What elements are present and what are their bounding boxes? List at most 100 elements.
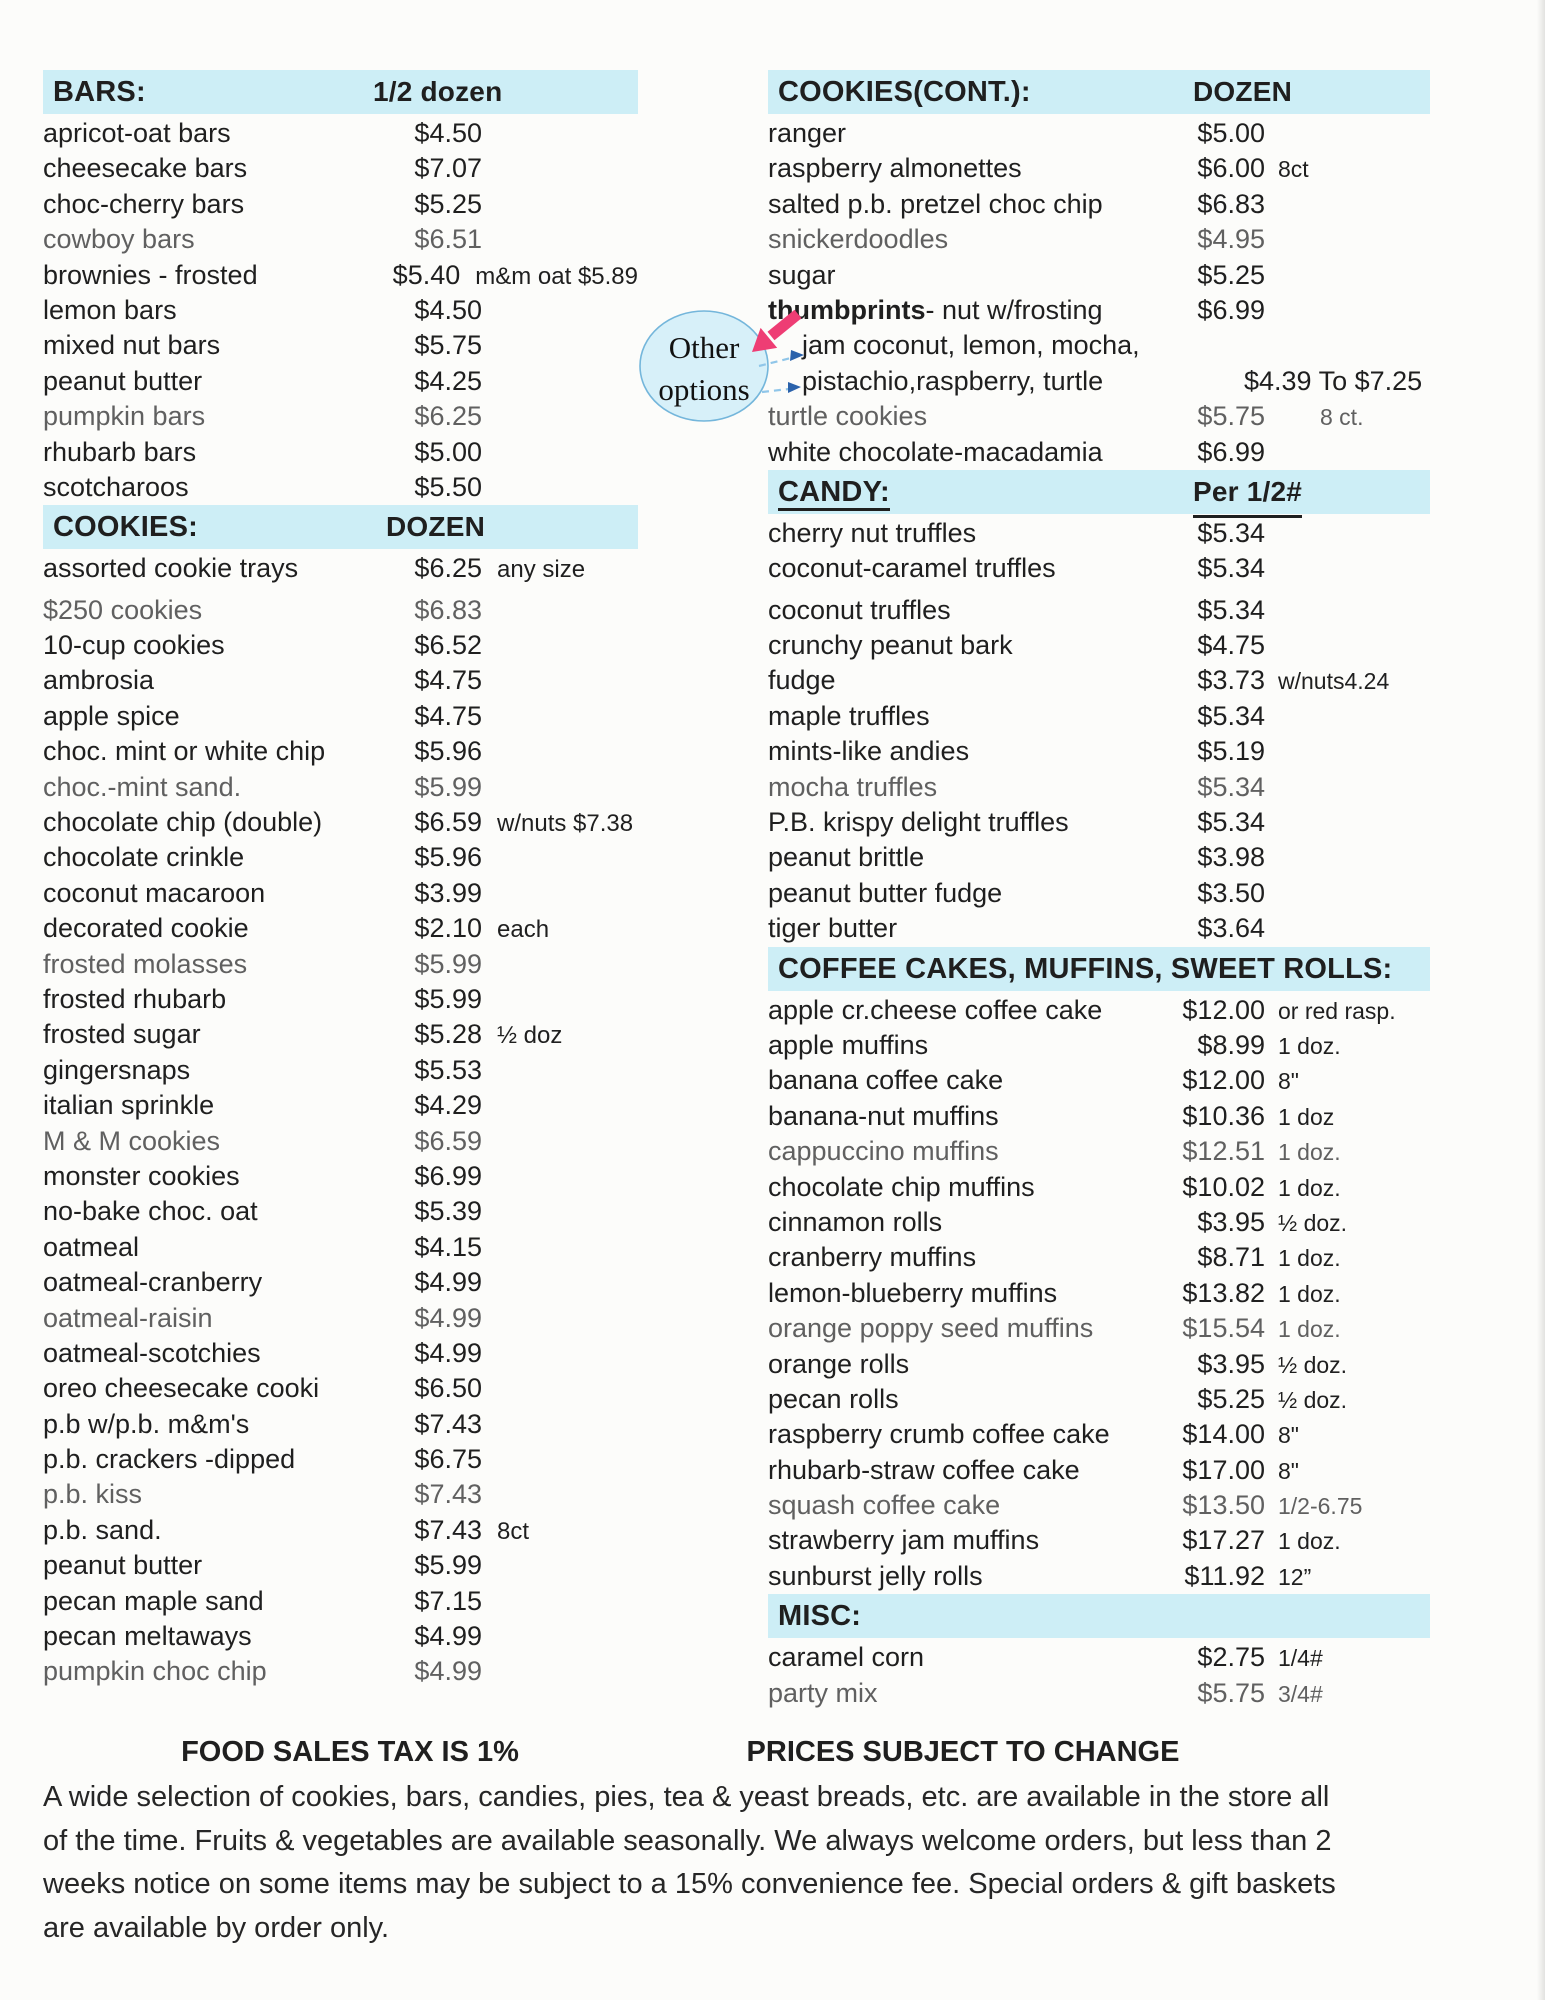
item-name: 10-cup cookies bbox=[43, 630, 225, 661]
item-note: ½ doz bbox=[497, 1022, 563, 1050]
item-name: decorated cookie bbox=[43, 913, 249, 944]
item-name: strawberry jam muffins bbox=[768, 1525, 1040, 1556]
item-note: m&m oat $5.89 bbox=[475, 262, 638, 290]
menu-item-row: lemon-blueberry muffins $13.82 1 doz. bbox=[768, 1276, 1430, 1311]
item-price: $17.27 bbox=[1182, 1525, 1265, 1556]
item-name: frosted sugar bbox=[43, 1019, 201, 1050]
item-price: $6.59 bbox=[414, 807, 482, 838]
item-name: oatmeal bbox=[43, 1231, 140, 1262]
item-name: mixed nut bars bbox=[43, 330, 221, 361]
menu-item-row: decorated cookie $2.10 each bbox=[43, 911, 638, 946]
item-price: $6.99 bbox=[1197, 436, 1265, 467]
pink-arrow-icon bbox=[752, 309, 802, 352]
item-note: 1 doz. bbox=[1278, 1316, 1341, 1343]
item-name: M & M cookies bbox=[43, 1125, 221, 1156]
item-price: $8.71 bbox=[1197, 1242, 1265, 1273]
menu-item-row: chocolate crinkle $5.96 bbox=[43, 840, 638, 875]
item-price: $12.51 bbox=[1182, 1136, 1265, 1167]
item-price: $6.99 bbox=[414, 1160, 482, 1191]
menu-item-row: cowboy bars $6.51 bbox=[43, 222, 638, 257]
item-name: lemon-blueberry muffins bbox=[768, 1277, 1058, 1308]
menu-item-row: P.B. krispy delight truffles $5.34 bbox=[768, 805, 1430, 840]
item-name: no-bake choc. oat bbox=[43, 1196, 258, 1227]
item-name-rest: - nut w/frosting bbox=[925, 294, 1103, 325]
item-name: monster cookies bbox=[43, 1160, 240, 1191]
item-name: coconut truffles bbox=[768, 594, 951, 625]
item-price: $5.99 bbox=[414, 771, 482, 802]
item-note: 1 doz. bbox=[1278, 1245, 1341, 1272]
menu-item-row: p.b. sand. $7.43 8ct bbox=[43, 1513, 638, 1548]
section-title: BARS: bbox=[53, 76, 146, 108]
item-price: $5.28 bbox=[414, 1019, 482, 1050]
item-name: apricot-oat bars bbox=[43, 118, 231, 148]
item-note: ½ doz. bbox=[1278, 1351, 1348, 1378]
menu-item-row: brownies - frosted $5.40 m&m oat $5.89 bbox=[43, 258, 638, 293]
menu-item-row: coconut macaroon $3.99 bbox=[43, 876, 638, 911]
item-price: $10.36 bbox=[1182, 1100, 1265, 1131]
item-note: ½ doz. bbox=[1278, 1386, 1348, 1413]
blue-dashed-arrow-icon bbox=[758, 350, 804, 368]
menu-item-row: orange poppy seed muffins $15.54 1 doz. bbox=[768, 1311, 1430, 1346]
item-name: banana coffee cake bbox=[768, 1065, 1004, 1096]
menu-item-row: pecan rolls $5.25 ½ doz. bbox=[768, 1382, 1430, 1417]
section-header-misc: MISC: bbox=[768, 1594, 1430, 1639]
item-name: oreo cheesecake cooki bbox=[43, 1373, 320, 1404]
item-price: $2.10 bbox=[414, 913, 482, 944]
section-unit-label: 1/2 dozen bbox=[373, 76, 503, 107]
item-name: rhubarb-straw coffee cake bbox=[768, 1454, 1080, 1485]
item-price: $5.34 bbox=[1197, 700, 1265, 731]
section-title: CANDY: bbox=[778, 476, 890, 512]
section-unit-label: Per 1/2# bbox=[1193, 470, 1303, 518]
menu-item-row: apple spice $4.75 bbox=[43, 699, 638, 734]
menu-item-row: cherry nut truffles $5.34 bbox=[768, 516, 1430, 551]
item-price: $4.99 bbox=[414, 1302, 482, 1333]
item-note: or red rasp. bbox=[1278, 997, 1396, 1024]
item-price: $4.99 bbox=[414, 1267, 482, 1298]
menu-item-row: sugar $5.25 bbox=[768, 258, 1430, 293]
menu-item-row: jam coconut, lemon, mocha, bbox=[768, 328, 1430, 363]
item-name: raspberry almonettes bbox=[768, 153, 1022, 184]
other-options-bubble bbox=[639, 310, 769, 422]
item-price: $6.00 bbox=[1197, 153, 1265, 184]
menu-item-row: ranger $5.00 bbox=[768, 116, 1430, 151]
menu-item-row: crunchy peanut bark $4.75 bbox=[768, 628, 1430, 663]
section-title: COOKIES(CONT.): bbox=[778, 76, 1031, 108]
item-price: $5.39 bbox=[414, 1196, 482, 1227]
menu-item-row: lemon bars $4.50 bbox=[43, 293, 638, 328]
menu-item-row: oatmeal-raisin $4.99 bbox=[43, 1301, 638, 1336]
item-name: italian sprinkle bbox=[43, 1090, 215, 1121]
right-column: COOKIES(CONT.): DOZEN ranger $5.00 raspberry… bbox=[768, 70, 1430, 1711]
menu-item-row: monster cookies $6.99 bbox=[43, 1159, 638, 1194]
item-price: $7.43 bbox=[414, 1408, 482, 1439]
item-name: lemon bars bbox=[43, 294, 177, 325]
section-title: COFFEE CAKES, MUFFINS, SWEET ROLLS: bbox=[778, 952, 1393, 985]
menu-item-row: scotcharoos $5.50 bbox=[43, 470, 638, 505]
menu-item-row: coconut truffles $5.34 bbox=[768, 593, 1430, 628]
item-note: 1 doz. bbox=[1278, 1032, 1341, 1059]
bubble-text-line2: options bbox=[658, 372, 749, 407]
item-price-range: $4.39 To $7.25 bbox=[1244, 365, 1423, 396]
item-name: cinnamon rolls bbox=[768, 1206, 943, 1237]
item-name: brownies - frosted bbox=[43, 259, 258, 290]
menu-item-row: thumbprints- nut w/frosting $6.99 bbox=[768, 293, 1430, 328]
item-price: $8.99 bbox=[1197, 1029, 1265, 1060]
item-price: $4.99 bbox=[414, 1656, 482, 1687]
item-price: $6.75 bbox=[414, 1444, 482, 1475]
item-price: $3.73 bbox=[1197, 665, 1265, 696]
menu-item-row: cheesecake bars $7.07 bbox=[43, 151, 638, 186]
bubble-text-line1: Other bbox=[669, 330, 740, 365]
item-name: oatmeal-raisin bbox=[43, 1302, 213, 1333]
item-name: chocolate chip muffins bbox=[768, 1171, 1035, 1202]
item-name: apple muffins bbox=[768, 1029, 929, 1060]
item-name: rhubarb bars bbox=[43, 436, 197, 467]
scan-edge-artifact bbox=[1537, 0, 1545, 2000]
item-price: $5.96 bbox=[414, 842, 482, 873]
item-price: $5.00 bbox=[1197, 118, 1265, 148]
menu-item-row: squash coffee cake $13.50 1/2-6.75 bbox=[768, 1488, 1430, 1523]
menu-item-row: pecan meltaways $4.99 bbox=[43, 1619, 638, 1654]
section-unit-label: DOZEN bbox=[386, 511, 485, 543]
menu-item-row: oatmeal-cranberry $4.99 bbox=[43, 1265, 638, 1300]
section-header-candy: CANDY: Per 1/2# bbox=[768, 469, 1430, 518]
item-price: $5.34 bbox=[1197, 771, 1265, 802]
